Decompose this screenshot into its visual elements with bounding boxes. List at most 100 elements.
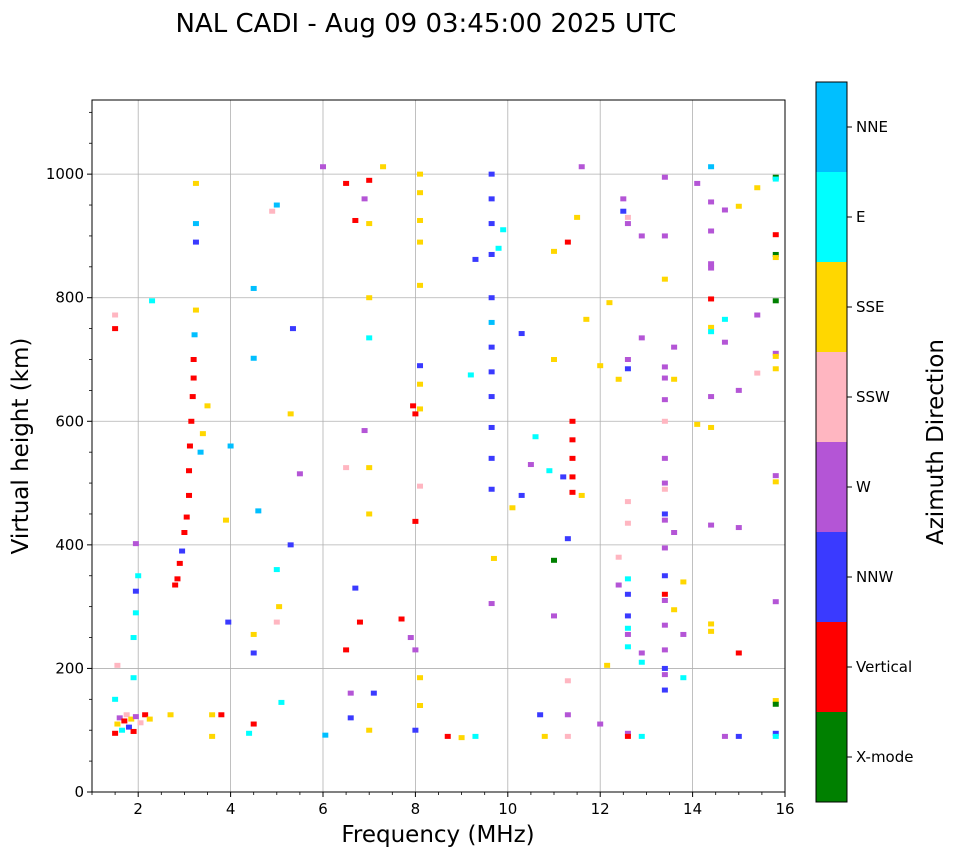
echo-point — [176, 560, 183, 566]
echo-point — [661, 517, 668, 523]
y-axis-ticks: 0 200 400 600 800 1000 — [46, 111, 92, 801]
echo-point — [735, 733, 742, 739]
echo-point — [624, 499, 631, 505]
echo-point — [638, 650, 645, 656]
echo-point — [273, 567, 280, 573]
echo-point — [615, 554, 622, 560]
echo-point — [661, 573, 668, 579]
echo-point — [624, 730, 631, 736]
echo-point — [490, 555, 497, 561]
echo-point — [417, 483, 424, 489]
echo-point — [638, 233, 645, 239]
echo-point — [661, 622, 668, 628]
echo-point — [680, 579, 687, 585]
y-axis-label: Virtual height (km) — [8, 338, 34, 555]
echo-point — [680, 675, 687, 681]
echo-point — [583, 316, 590, 322]
echo-point — [417, 171, 424, 177]
colorbar-tick-label: SSW — [856, 388, 890, 406]
echo-point — [417, 239, 424, 245]
echo-point — [488, 221, 495, 227]
echo-point — [192, 221, 199, 227]
echo-point — [225, 619, 232, 625]
echo-point — [172, 582, 179, 588]
echo-point — [518, 331, 525, 337]
echo-point — [624, 366, 631, 372]
echo-point — [112, 730, 119, 736]
echo-point — [189, 394, 196, 400]
echo-point — [551, 357, 557, 362]
echo-point — [417, 703, 424, 708]
echo-point — [551, 613, 557, 619]
echo-point — [671, 344, 678, 350]
colorbar-segment — [816, 532, 847, 622]
echo-point — [366, 465, 373, 471]
echo-point — [661, 672, 668, 678]
echo-point — [532, 434, 539, 440]
echo-point — [772, 730, 779, 736]
echo-point — [671, 607, 678, 613]
echo-point — [694, 180, 701, 186]
echo-point — [606, 300, 613, 306]
echo-point — [186, 492, 193, 498]
echo-point — [615, 376, 622, 382]
echo-point — [772, 479, 779, 485]
echo-point — [343, 647, 350, 653]
echo-point — [708, 199, 715, 205]
colorbar-label: Azimuth Direction — [923, 339, 949, 545]
echo-point — [735, 203, 742, 209]
echo-point — [661, 480, 668, 486]
echo-point — [721, 316, 728, 322]
echo-point — [754, 370, 761, 376]
echo-point — [661, 174, 668, 180]
colorbar-segment — [816, 82, 847, 172]
colorbar-tick-label: X-mode — [856, 748, 913, 766]
echo-point — [366, 295, 373, 301]
echo-point — [488, 251, 495, 257]
echo-point — [227, 443, 234, 449]
echo-point — [407, 635, 414, 641]
echo-point — [186, 443, 193, 449]
echo-point — [209, 712, 216, 718]
y-tick-label: 200 — [55, 659, 84, 677]
echo-point — [541, 733, 548, 739]
x-tick-label: 12 — [591, 800, 610, 818]
echo-point — [192, 180, 199, 186]
echo-point — [366, 727, 373, 733]
echo-point — [352, 585, 359, 591]
echo-point — [179, 548, 186, 554]
echo-point — [597, 721, 604, 727]
echo-point — [366, 221, 373, 227]
echo-point — [488, 295, 495, 301]
echo-point — [721, 207, 728, 213]
echo-point — [197, 449, 204, 455]
echo-point — [137, 720, 144, 726]
echo-point — [624, 644, 631, 650]
echo-point — [412, 647, 419, 653]
echo-point — [287, 542, 294, 548]
colorbar-tick-label: Vertical — [856, 658, 912, 676]
echo-point — [488, 369, 495, 375]
echo-point — [132, 714, 139, 720]
echo-point — [604, 662, 611, 668]
echo-point — [361, 196, 368, 202]
echo-point — [192, 307, 199, 313]
echo-point — [624, 357, 631, 362]
x-axis-ticks: 2 4 6 8 10 12 14 16 — [91, 792, 795, 818]
x-tick-label: 10 — [498, 800, 517, 818]
echo-point — [772, 353, 779, 359]
echo-point — [167, 712, 174, 718]
colorbar-segment — [816, 622, 847, 712]
echo-point — [578, 164, 585, 170]
echo-point — [671, 530, 678, 535]
plot-background — [92, 100, 785, 792]
echo-point — [661, 233, 668, 239]
echo-point — [125, 724, 132, 730]
echo-point — [772, 701, 779, 707]
echo-point — [560, 474, 567, 480]
echo-point — [661, 418, 668, 424]
echo-point — [708, 628, 715, 634]
echo-point — [181, 530, 188, 535]
x-tick-label: 4 — [226, 800, 236, 818]
echo-point — [296, 471, 303, 477]
